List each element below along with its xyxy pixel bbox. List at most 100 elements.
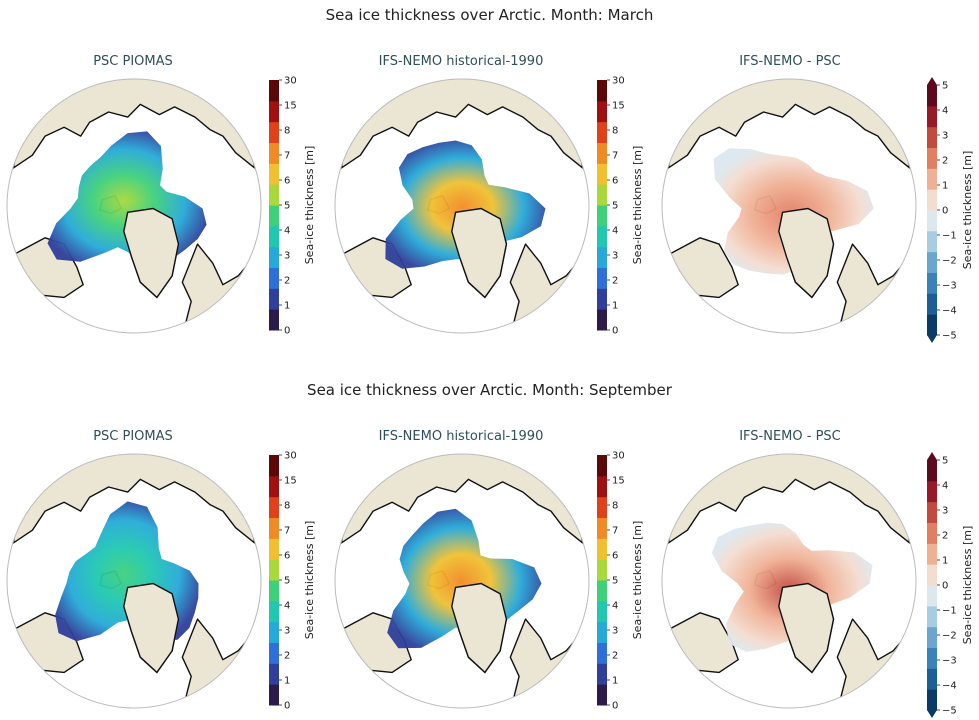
colorbar-segment: [927, 189, 937, 211]
panel-title-september-ifs-nemo: IFS-NEMO historical-1990: [378, 429, 544, 444]
colorbar-segment: [927, 168, 937, 190]
colorbar: −5 −4 −3 −2 −1 0 1 2 3 4 5 Sea-ice thickness [m]: [927, 452, 974, 718]
colorbar-segment: [269, 684, 279, 706]
colorbar-tick-label: 1: [612, 301, 618, 312]
colorbar-label: Sea-ice thickness [m]: [961, 526, 974, 645]
colorbar-segment: [597, 121, 607, 143]
colorbar-segment: [597, 455, 607, 477]
colorbar-tick-label: 8: [612, 501, 618, 512]
colorbar-segment: [597, 621, 607, 643]
map-land: [340, 454, 584, 544]
colorbar-segment: [927, 272, 937, 294]
panel-title-march-difference: IFS-NEMO - PSC: [739, 54, 841, 69]
maps-layer: [6, 78, 917, 709]
colorbar-segment: [927, 105, 937, 128]
colorbar-tick-label: −2: [942, 631, 957, 642]
map-r0p2: [662, 79, 916, 333]
colorbar-tick-label: 3: [284, 626, 290, 637]
colorbar-tick-label: 15: [612, 476, 625, 487]
colorbar-tick-label: 8: [284, 501, 290, 512]
colorbar-segment: [927, 293, 937, 315]
colorbar-tick-label: 5: [612, 201, 618, 212]
colorbar-segment: [597, 225, 607, 248]
colorbar-tick-label: −1: [942, 231, 957, 242]
colorbar-segment: [597, 80, 607, 102]
colorbar-segment: [269, 475, 279, 498]
colorbar-segment: [269, 184, 279, 206]
map-land: [12, 79, 256, 169]
colorbar-segment: [927, 314, 937, 336]
colorbar-segment: [597, 205, 607, 227]
colorbar-segment: [927, 147, 937, 169]
colorbar-segment: [597, 163, 607, 185]
map-land: [123, 582, 180, 674]
colorbar-segment: [597, 184, 607, 206]
colorbar: −5 −4 −3 −2 −1 0 1 2 3 4 5 Sea-ice thickness [m]: [927, 77, 974, 343]
colorbar-tick-label: 30: [612, 76, 625, 87]
colorbar-tick-label: −3: [942, 656, 957, 667]
colorbar-tick-label: 4: [284, 226, 290, 237]
map-land: [451, 582, 508, 674]
colorbar-segment: [597, 100, 607, 123]
row-title-march: Sea ice thickness over Arctic. Month: Ma…: [325, 6, 654, 24]
panel-title-september-psc-piomas: PSC PIOMAS: [93, 429, 173, 444]
colorbar-segment: [927, 126, 937, 148]
colorbar-tick-label: 30: [284, 451, 297, 462]
colorbar-tick-label: 5: [612, 576, 618, 587]
colorbar-segment: [927, 689, 937, 711]
panel-title-september-difference: IFS-NEMO - PSC: [739, 429, 841, 444]
colorbar-segment: [269, 621, 279, 643]
map-land: [123, 207, 180, 299]
colorbar-tick-label: 4: [612, 226, 618, 237]
colorbar-tick-label: 15: [284, 476, 297, 487]
colorbar-tick-label: 15: [284, 101, 297, 112]
map-outline: [334, 453, 590, 709]
colorbar-tick-label: 30: [284, 76, 297, 87]
colorbar-segment: [927, 460, 937, 482]
map-land: [12, 454, 256, 544]
colorbar-segment: [927, 585, 937, 607]
colorbar-segment: [269, 496, 279, 518]
map-land: [667, 454, 911, 544]
map-r0p0: [7, 79, 261, 333]
colorbar-label: Sea-ice thickness [m]: [631, 521, 644, 640]
colorbar-segment: [597, 267, 607, 289]
colorbar-tick-label: 15: [612, 101, 625, 112]
colorbar-tick-label: −1: [942, 606, 957, 617]
colorbar-segment: [927, 647, 937, 669]
colorbar-tick-label: −4: [942, 681, 957, 692]
colorbar-tick-label: 3: [942, 131, 948, 142]
colorbar-segment: [269, 225, 279, 248]
colorbar-segment: [597, 309, 607, 331]
colorbar-tick-label: 6: [612, 176, 618, 187]
colorbar-tick-label: 6: [284, 176, 290, 187]
map-r0p1: [335, 79, 589, 333]
colorbar-tick-label: 1: [942, 181, 948, 192]
colorbar-segment: [269, 205, 279, 227]
map-land: [667, 79, 911, 169]
colorbar-segment: [269, 163, 279, 185]
colorbar-tick-label: 7: [612, 526, 618, 537]
colorbar-tick-label: 8: [284, 126, 290, 137]
colorbar-tick-label: 3: [612, 251, 618, 262]
colorbar-segment: [597, 642, 607, 664]
colorbar-tick-label: 2: [612, 651, 618, 662]
colorbar-segment: [597, 142, 607, 164]
colorbar-tick-label: 2: [612, 276, 618, 287]
colorbar-segment: [927, 501, 937, 523]
colorbar: 0 1 2 3 4 5 6 7 8 15 30 Sea-ice thickness [m]: [269, 76, 316, 337]
map-outline: [334, 78, 590, 334]
colorbar-tick-label: 4: [284, 601, 290, 612]
colorbar-tick-label: 4: [612, 601, 618, 612]
colorbar-tick-label: −5: [942, 706, 957, 717]
colorbar-segment: [269, 455, 279, 477]
panel-title-march-psc-piomas: PSC PIOMAS: [93, 54, 173, 69]
colorbar-segment: [269, 288, 279, 310]
colorbar-tick-label: 1: [284, 676, 290, 687]
colorbar-segment: [269, 600, 279, 623]
colorbar-segment: [597, 538, 607, 560]
colorbar-tick-label: 2: [284, 276, 290, 287]
map-r1p1: [335, 454, 589, 708]
colorbar-tick-label: 0: [612, 326, 618, 337]
colorbar-tick-label: 5: [942, 456, 948, 467]
